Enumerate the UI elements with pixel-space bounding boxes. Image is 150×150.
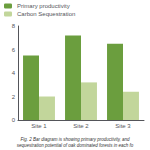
svg-text:8: 8 — [12, 23, 16, 29]
svg-text:2: 2 — [12, 94, 16, 100]
svg-text:Fig. 2 Bar diagram is showing: Fig. 2 Bar diagram is showing primary pr… — [20, 137, 130, 142]
svg-text:Site 2: Site 2 — [73, 123, 89, 129]
svg-text:Site 3: Site 3 — [115, 123, 131, 129]
svg-text:Site 1: Site 1 — [31, 123, 47, 129]
svg-text:0: 0 — [12, 117, 16, 123]
svg-text:6: 6 — [12, 47, 16, 53]
svg-text:Carbon Sequestration: Carbon Sequestration — [17, 11, 75, 17]
svg-text:sequestration potential of oak: sequestration potential of oak dominated… — [17, 143, 134, 148]
svg-text:4: 4 — [12, 70, 16, 76]
svg-text:Primary productivity: Primary productivity — [17, 3, 70, 9]
